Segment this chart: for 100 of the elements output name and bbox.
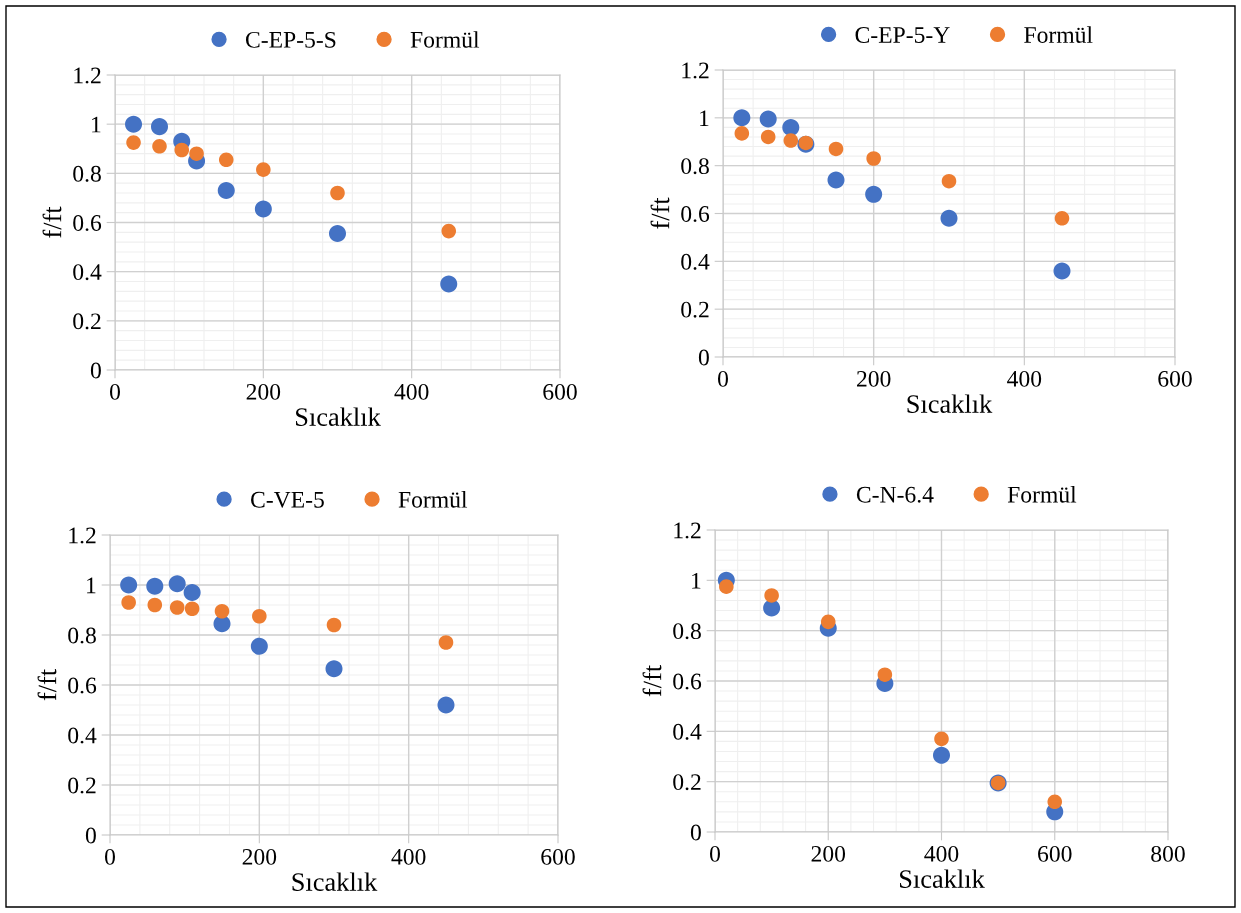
y-tick-label: 1.2 xyxy=(674,522,701,539)
x-tick-label: 0 xyxy=(110,383,120,400)
point xyxy=(250,637,268,655)
x-tick-label: 600 xyxy=(541,848,575,865)
point xyxy=(325,660,343,678)
point xyxy=(189,146,204,161)
y-tick-label: 0.2 xyxy=(681,301,709,318)
point xyxy=(183,583,201,602)
legend-label: Formül xyxy=(1024,26,1093,43)
y-tick-label: 0.4 xyxy=(73,264,102,281)
legend-label: C-EP-5-S xyxy=(245,31,336,48)
point xyxy=(150,118,169,136)
y-tick-label: 0.8 xyxy=(73,165,101,182)
point xyxy=(152,139,167,154)
legend-label: C-EP-5-Y xyxy=(855,27,950,43)
y-tick-label: 0.8 xyxy=(68,627,96,644)
y-tick-label: 1.2 xyxy=(682,62,709,79)
point xyxy=(184,601,200,617)
x-tick-label: 0 xyxy=(105,848,115,865)
legend-label: C-VE-5 xyxy=(251,491,324,508)
point xyxy=(828,141,844,157)
point xyxy=(719,579,734,594)
x-tick-label: 200 xyxy=(246,383,281,400)
x-tick-label: 200 xyxy=(242,848,277,865)
x-tick-label: 200 xyxy=(856,370,891,387)
y-tick-label: 1.2 xyxy=(69,527,96,544)
point xyxy=(760,129,776,145)
point xyxy=(438,635,454,650)
legend-label: Formül xyxy=(398,491,468,508)
y-tick-label: 0.4 xyxy=(681,253,710,270)
point xyxy=(218,152,234,168)
point xyxy=(764,588,779,603)
y-axis-title: f/ft xyxy=(42,206,62,238)
y-tick-label: 0.4 xyxy=(673,723,702,740)
legend-label: Formül xyxy=(410,31,480,48)
point xyxy=(734,126,750,141)
y-tick-label: 1 xyxy=(692,572,701,589)
x-tick-label: 400 xyxy=(1007,370,1042,387)
point xyxy=(441,223,457,239)
point xyxy=(168,575,186,593)
x-axis-title: Sıcaklık xyxy=(900,869,985,888)
legend-label: Formül xyxy=(1007,486,1077,503)
y-tick-label: 0.2 xyxy=(673,774,701,791)
y-tick-label: 1 xyxy=(92,116,101,133)
point xyxy=(827,171,845,189)
point xyxy=(866,151,881,166)
y-tick-label: 1 xyxy=(700,110,709,127)
point xyxy=(1047,794,1063,810)
point xyxy=(783,133,799,148)
y-tick-label: 0 xyxy=(85,827,96,844)
point xyxy=(934,731,949,747)
y-axis-title: f/ft xyxy=(37,669,57,701)
point xyxy=(147,597,163,613)
point xyxy=(437,696,455,714)
point xyxy=(932,746,951,764)
y-tick-label: 0.6 xyxy=(681,205,710,223)
y-tick-label: 0 xyxy=(690,824,701,841)
x-axis-title: Sıcaklık xyxy=(296,407,381,426)
y-tick-label: 0.6 xyxy=(68,677,97,694)
point xyxy=(941,173,957,189)
y-tick-label: 0 xyxy=(698,349,709,366)
point xyxy=(256,162,271,177)
point xyxy=(440,275,458,293)
point xyxy=(733,109,751,127)
x-tick-label: 400 xyxy=(394,383,429,400)
point xyxy=(782,118,800,136)
point xyxy=(759,110,777,128)
point xyxy=(146,577,164,595)
legend-label: C-N-6.4 xyxy=(856,486,934,503)
point xyxy=(820,614,836,630)
x-tick-label: 400 xyxy=(924,845,959,862)
x-axis-title: Sıcaklık xyxy=(292,872,378,891)
point xyxy=(121,595,136,610)
point xyxy=(1054,211,1070,226)
point xyxy=(254,200,272,218)
x-tick-label: 800 xyxy=(1151,845,1185,862)
point xyxy=(120,576,138,594)
y-axis-title: f/ft xyxy=(650,197,670,229)
point xyxy=(217,182,235,200)
point xyxy=(865,185,883,203)
point xyxy=(174,142,190,158)
point xyxy=(328,225,347,243)
y-tick-label: 0.8 xyxy=(673,623,701,640)
y-tick-label: 0.2 xyxy=(68,777,96,794)
y-tick-label: 1.2 xyxy=(74,67,101,84)
x-tick-label: 600 xyxy=(543,383,577,400)
point xyxy=(125,115,143,133)
x-axis-title: Sıcaklık xyxy=(907,394,993,413)
x-tick-label: 600 xyxy=(1038,845,1072,862)
y-tick-label: 0.8 xyxy=(681,158,709,175)
point xyxy=(940,209,958,227)
point xyxy=(1053,262,1071,280)
x-tick-label: 200 xyxy=(811,845,846,862)
point xyxy=(877,667,893,682)
point xyxy=(169,600,185,615)
y-tick-label: 0.6 xyxy=(73,214,102,232)
point xyxy=(214,603,230,619)
y-tick-label: 0.4 xyxy=(68,727,97,744)
x-tick-label: 600 xyxy=(1158,370,1192,387)
y-tick-label: 0.6 xyxy=(673,673,702,690)
